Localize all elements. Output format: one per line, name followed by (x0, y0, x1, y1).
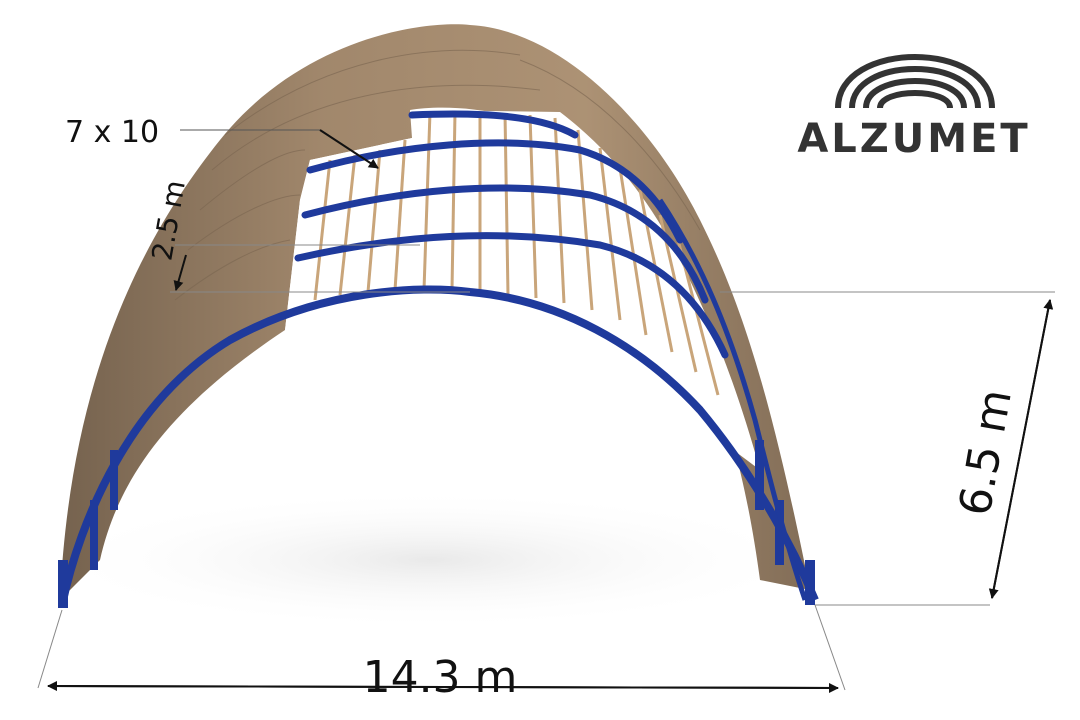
height-dimension (720, 291, 1055, 606)
brand-logo: ALZUMET (797, 54, 1030, 162)
frame-arches (294, 110, 729, 359)
logo-text: ALZUMET (797, 116, 1030, 162)
roof-sheet-lines (174, 49, 701, 301)
arches-icon (835, 54, 995, 109)
front-arch (58, 285, 819, 606)
ground-shadow (40, 490, 820, 630)
side-rail (657, 198, 808, 601)
panel-label: 7 x 10 (65, 115, 159, 150)
support-legs (58, 440, 815, 608)
width-label: 14.3 m (363, 652, 518, 703)
panel-leader (180, 129, 379, 169)
width-dimension (37, 604, 846, 693)
spacing-dimension (170, 244, 470, 293)
open-frame-area (285, 110, 760, 470)
